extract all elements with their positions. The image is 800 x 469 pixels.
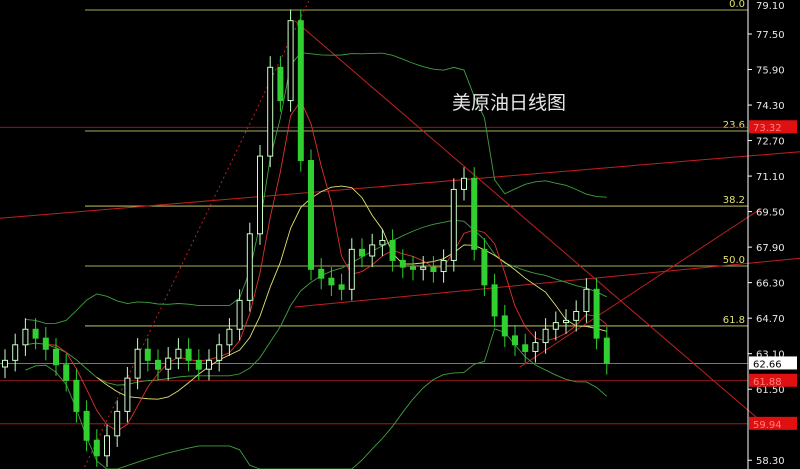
candle-body xyxy=(93,439,100,457)
candle-body xyxy=(603,337,610,364)
candle-body xyxy=(440,259,447,273)
axis-tick-label: 69.50 xyxy=(756,208,785,219)
price-label: 73.32 xyxy=(753,123,782,134)
candle-body xyxy=(583,288,590,312)
candle-body xyxy=(297,20,304,162)
price-label-box xyxy=(749,416,797,430)
candle-body xyxy=(63,364,70,381)
candle-body xyxy=(83,410,90,441)
trend-line xyxy=(84,0,310,468)
candle-body xyxy=(124,377,131,412)
candle-body xyxy=(22,328,29,346)
candle-body xyxy=(328,277,335,286)
candle-body xyxy=(369,244,376,257)
candle-body xyxy=(481,248,488,286)
candle-body xyxy=(216,344,223,361)
axis-tick-label: 79.10 xyxy=(756,1,785,12)
candle-body xyxy=(2,359,8,368)
candle-body xyxy=(471,177,478,250)
ma-fast-line xyxy=(45,100,608,432)
candle-body xyxy=(512,335,518,346)
candle-body xyxy=(73,379,80,412)
price-label: 62.66 xyxy=(753,359,782,370)
candle-body xyxy=(348,248,355,290)
axis-tick-label: 75.90 xyxy=(756,66,785,77)
candle-body xyxy=(32,328,39,339)
candle-body xyxy=(165,357,172,370)
candle-body xyxy=(420,266,427,270)
axis-tick-label: 61.50 xyxy=(756,385,785,396)
bollinger-mid xyxy=(25,219,607,386)
candle-body xyxy=(379,239,386,246)
fib-label: 50.0 xyxy=(723,255,745,266)
axis-tick-label: 74.30 xyxy=(756,101,785,112)
bollinger-lower xyxy=(25,328,608,469)
candle-body xyxy=(257,155,263,235)
trend-line xyxy=(294,257,800,308)
candle-body xyxy=(461,177,467,190)
axis-tick-label: 66.30 xyxy=(756,279,785,290)
candle-body xyxy=(185,348,192,361)
candle-body xyxy=(246,233,253,301)
candle-body xyxy=(226,328,233,346)
trend-line xyxy=(294,20,761,421)
candle-body xyxy=(206,359,212,370)
fib-label: 0.0 xyxy=(729,0,745,10)
candle-body xyxy=(175,348,182,359)
axis-tick-label: 63.10 xyxy=(756,350,785,361)
candle-body xyxy=(522,344,529,352)
candle-body xyxy=(195,359,202,370)
candle-body xyxy=(410,266,416,270)
candle-body xyxy=(42,337,49,350)
candle-body xyxy=(338,284,345,290)
fib-label: 38.2 xyxy=(723,195,745,206)
axis-tick-label: 64.70 xyxy=(756,314,785,325)
candle-body xyxy=(573,311,580,321)
candle-body xyxy=(308,160,314,270)
candle-body xyxy=(491,284,498,317)
candle-body xyxy=(53,348,59,366)
axis-tick-label: 58.30 xyxy=(756,456,785,467)
candle-body xyxy=(277,66,284,102)
candle-body xyxy=(430,266,437,273)
candle-body xyxy=(267,66,274,157)
chart-title: 美原油日线图 xyxy=(452,92,567,114)
candle-body xyxy=(144,348,151,361)
candle-body xyxy=(287,20,294,102)
candle-body xyxy=(532,342,539,352)
candle-body xyxy=(155,359,161,370)
trend-line xyxy=(519,208,761,368)
candle-body xyxy=(236,299,243,330)
candle-body xyxy=(399,259,406,268)
candle-body xyxy=(359,248,365,257)
candle-body xyxy=(552,322,559,330)
candle-body xyxy=(114,410,121,437)
axis-tick-label: 71.10 xyxy=(756,172,785,183)
candle-body xyxy=(318,268,325,279)
candle-body xyxy=(450,188,457,261)
price-label-box xyxy=(749,120,797,134)
candle-body xyxy=(12,344,19,361)
axis-tick-label: 77.50 xyxy=(756,30,785,41)
price-label: 61.88 xyxy=(753,377,782,388)
price-label-box xyxy=(749,373,797,387)
fib-label: 61.8 xyxy=(723,315,745,326)
candle-body xyxy=(542,328,549,344)
bollinger-upper xyxy=(25,52,607,324)
axis-tick-label: 72.70 xyxy=(756,137,785,148)
fib-label: 23.6 xyxy=(723,120,745,131)
candle-body xyxy=(389,239,396,261)
candle-body xyxy=(563,319,569,324)
candle-body xyxy=(104,435,110,457)
ma-slow-line xyxy=(96,185,607,400)
price-label: 59.94 xyxy=(753,420,782,431)
candle-body xyxy=(501,315,508,337)
candle-body xyxy=(134,348,141,379)
candle-body xyxy=(593,288,600,339)
axis-tick-label: 67.90 xyxy=(756,243,785,254)
trend-line xyxy=(0,151,800,219)
price-label-box xyxy=(749,356,797,370)
